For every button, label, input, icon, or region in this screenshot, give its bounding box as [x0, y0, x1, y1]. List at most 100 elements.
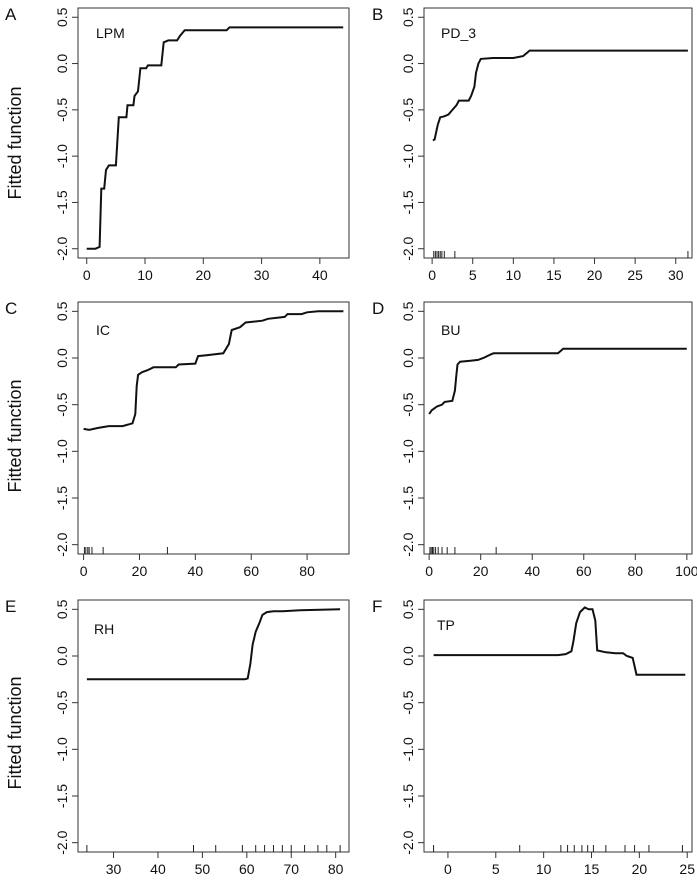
- x-tick-label: 15: [584, 861, 600, 877]
- x-axis: 0 20 40 60 80: [80, 554, 315, 579]
- y-axis: -2.0 -1.5 -1.0 -0.5 0.0 0.5: [54, 599, 78, 855]
- x-tick-label: 60: [576, 563, 592, 579]
- panel-a: -2.0 -1.5 -1.0 -0.5 0.0 0.5 0 10 20 30 40 A LPM: [5, 5, 350, 283]
- x-tick-label: 25: [679, 861, 695, 877]
- y-axis: -2.0 -1.5 -1.0 -0.5 0.0 0.5: [400, 301, 424, 557]
- x-tick-label: 25: [627, 267, 643, 283]
- rug-marks: [433, 251, 689, 258]
- y-tick-label: 0.5: [54, 599, 70, 619]
- x-tick-label: 60: [243, 563, 259, 579]
- panel-title: LPM: [96, 25, 125, 41]
- y-tick-label: -0.5: [54, 690, 70, 714]
- y-tick-label: -1.0: [54, 737, 70, 761]
- x-axis: 30 40 50 60 70 80: [106, 852, 344, 877]
- x-tick-label: 30: [254, 267, 270, 283]
- rug-marks: [86, 845, 341, 852]
- y-axis: -2.0 -1.5 -1.0 -0.5 0.0 0.5: [400, 7, 424, 261]
- y-tick-label: -0.5: [400, 98, 416, 122]
- y-tick-label: -1.0: [400, 144, 416, 168]
- y-tick-label: -2.0: [400, 532, 416, 556]
- y-tick-label: 0.5: [400, 7, 416, 27]
- panel-letter: B: [372, 5, 383, 24]
- panel-letter: F: [372, 597, 382, 616]
- fitted-line: [433, 606, 686, 676]
- y-tick-label: 0.0: [400, 348, 416, 368]
- plot-frame: [77, 301, 350, 555]
- x-tick-label: 0: [83, 267, 91, 283]
- x-tick-label: 40: [188, 563, 204, 579]
- panel-letter: D: [372, 299, 384, 318]
- y-axis-label-row-1: Fitted function: [5, 86, 25, 199]
- y-tick-label: -2.0: [400, 830, 416, 854]
- x-tick-label: 30: [668, 267, 684, 283]
- x-tick-label: 5: [492, 861, 500, 877]
- x-tick-label: 80: [628, 563, 644, 579]
- fitted-line: [428, 347, 687, 415]
- x-axis: 0 5 10 15 20 25 30: [428, 258, 684, 283]
- fitted-line: [432, 49, 688, 142]
- panel-title: IC: [96, 322, 110, 338]
- y-axis: -2.0 -1.5 -1.0 -0.5 0.0 0.5: [54, 7, 78, 261]
- y-tick-label: -1.5: [54, 784, 70, 808]
- plot-frame: [423, 599, 693, 853]
- x-tick-label: 15: [546, 267, 562, 283]
- panel-b: -2.0 -1.5 -1.0 -0.5 0.0 0.5 0 5 10 15 20 25 30 B PD…: [372, 5, 693, 283]
- plot-frame: [423, 7, 693, 259]
- x-tick-label: 10: [536, 861, 552, 877]
- y-tick-label: -1.5: [54, 486, 70, 510]
- x-tick-label: 30: [106, 861, 122, 877]
- x-tick-label: 20: [196, 267, 212, 283]
- x-axis: 0 20 40 60 80 100: [425, 554, 697, 579]
- rug-marks: [429, 547, 497, 554]
- x-tick-label: 0: [444, 861, 452, 877]
- x-tick-label: 40: [312, 267, 328, 283]
- x-tick-label: 10: [506, 267, 522, 283]
- y-tick-label: -2.0: [54, 236, 70, 260]
- y-tick-label: -1.5: [54, 190, 70, 214]
- fitted-line: [86, 26, 344, 250]
- x-tick-label: 10: [137, 267, 153, 283]
- panel-c: -2.0 -1.5 -1.0 -0.5 0.0 0.5 0 20 40 60 80 C IC: [5, 299, 350, 579]
- y-tick-label: 0.0: [400, 646, 416, 666]
- x-tick-label: 40: [150, 861, 166, 877]
- y-tick-label: -0.5: [54, 98, 70, 122]
- y-tick-label: -1.5: [400, 190, 416, 214]
- panel-title: BU: [441, 322, 460, 338]
- x-tick-label: 80: [299, 563, 315, 579]
- x-tick-label: 5: [469, 267, 477, 283]
- y-tick-label: 0.5: [400, 599, 416, 619]
- y-axis-label-row-2: Fitted function: [5, 379, 25, 492]
- x-tick-label: 20: [473, 563, 489, 579]
- y-axis: -2.0 -1.5 -1.0 -0.5 0.0 0.5: [400, 599, 424, 855]
- y-tick-label: -0.5: [400, 392, 416, 416]
- y-tick-label: 0.0: [54, 54, 70, 74]
- panel-title: PD_3: [441, 25, 476, 41]
- panel-title: TP: [437, 617, 455, 633]
- y-axis: -2.0 -1.5 -1.0 -0.5 0.0 0.5: [54, 301, 78, 557]
- y-tick-label: 0.0: [54, 348, 70, 368]
- plot-frame: [77, 599, 350, 853]
- x-axis: 0 5 10 15 20 25: [444, 852, 695, 877]
- y-tick-label: 0.0: [54, 646, 70, 666]
- rug-marks: [83, 547, 168, 554]
- plot-frame: [77, 7, 350, 259]
- rug-marks: [433, 845, 683, 852]
- panel-e: -2.0 -1.5 -1.0 -0.5 0.0 0.5 30 40 50 60 70 80 E RH: [5, 597, 350, 877]
- x-tick-label: 0: [425, 563, 433, 579]
- x-tick-label: 0: [80, 563, 88, 579]
- x-tick-label: 0: [428, 267, 436, 283]
- x-axis: 0 10 20 30 40: [83, 258, 328, 283]
- x-tick-label: 20: [132, 563, 148, 579]
- x-tick-label: 20: [587, 267, 603, 283]
- y-tick-label: -1.0: [54, 439, 70, 463]
- y-axis-label-row-3: Fitted function: [5, 676, 25, 789]
- x-tick-label: 70: [283, 861, 299, 877]
- y-tick-label: -1.0: [400, 439, 416, 463]
- panel-title: RH: [94, 621, 114, 637]
- y-tick-label: 0.5: [54, 301, 70, 321]
- panel-d: -2.0 -1.5 -1.0 -0.5 0.0 0.5 0 20 40 60 80 100 D BU: [372, 299, 697, 579]
- y-tick-label: -1.0: [400, 737, 416, 761]
- y-tick-label: -0.5: [54, 392, 70, 416]
- y-tick-label: -1.5: [400, 486, 416, 510]
